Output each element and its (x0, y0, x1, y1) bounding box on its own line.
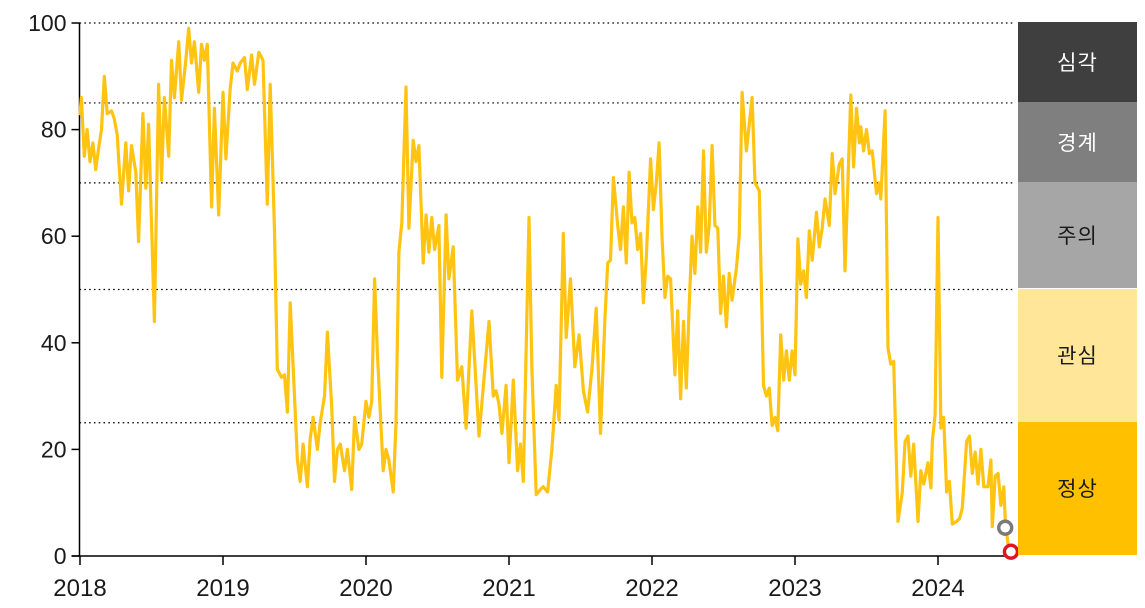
band-alert-label: 경계 (1057, 131, 1098, 155)
x-axis-label-2023: 2023 (768, 575, 821, 602)
x-axis-label-2022: 2022 (625, 575, 678, 602)
band-caution: 주의 (1018, 181, 1137, 289)
y-axis-label-60: 60 (41, 223, 67, 249)
band-caution-label: 주의 (1057, 225, 1098, 249)
band-severe: 심각 (1018, 22, 1137, 102)
y-axis-label-40: 40 (41, 330, 67, 356)
x-axis-label-2024: 2024 (911, 575, 964, 602)
previous-point-marker (997, 519, 1014, 536)
band-normal: 정상 (1018, 421, 1137, 555)
y-axis-label-20: 20 (41, 436, 67, 462)
x-axis-label-2021: 2021 (482, 575, 535, 602)
band-severe-label: 심각 (1057, 51, 1098, 75)
y-axis-label-80: 80 (41, 117, 67, 143)
x-axis-label-2019: 2019 (196, 575, 249, 602)
y-axis-label-100: 100 (28, 10, 66, 36)
x-axis-label-2020: 2020 (339, 575, 392, 602)
band-watch: 관심 (1018, 288, 1137, 422)
band-normal-label: 정상 (1057, 478, 1098, 502)
band-watch-label: 관심 (1057, 345, 1098, 369)
latest-point-marker (1002, 543, 1020, 560)
y-axis-label-0: 0 (54, 543, 67, 569)
x-axis-label-2018: 2018 (53, 575, 106, 602)
risk-index-line (78, 26, 1013, 554)
band-alert: 경계 (1018, 101, 1137, 182)
